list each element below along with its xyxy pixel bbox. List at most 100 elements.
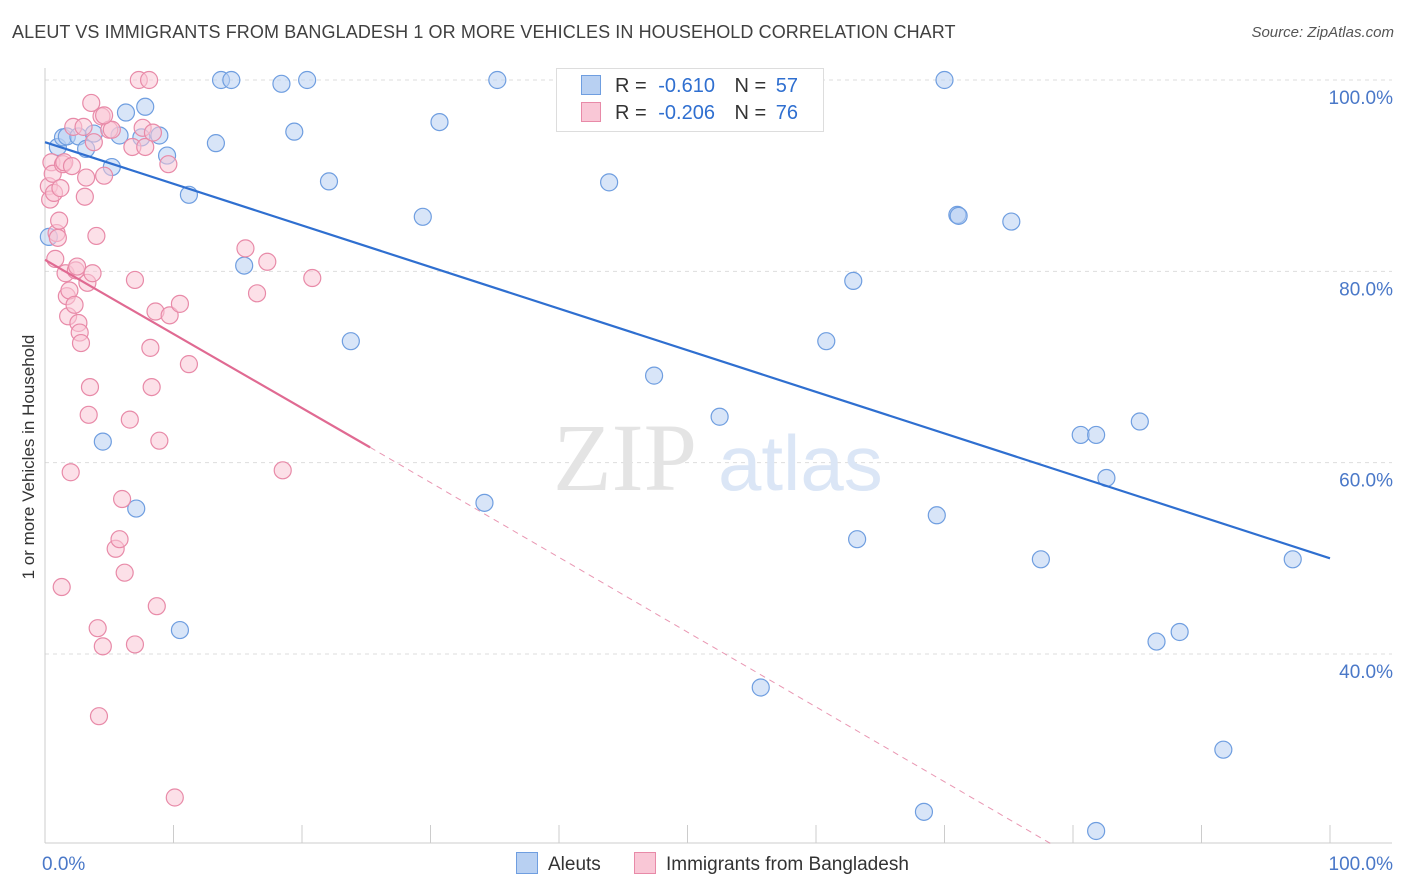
point-aleuts [1087,821,1106,841]
bottom-legend-bangladesh: Immigrants from Bangladesh [634,852,909,876]
point-bangladesh [120,410,139,429]
point-aleuts [341,332,360,351]
point-bangladesh [159,155,178,174]
point-bangladesh [236,239,255,258]
x-tick-labels: 0.0% 100.0% [42,854,1393,875]
chart-title: ALEUT VS IMMIGRANTS FROM BANGLADESH 1 OR… [12,22,956,42]
point-aleuts [222,70,241,90]
point-bangladesh [165,788,184,807]
point-bangladesh [93,637,112,656]
point-aleuts [206,134,226,153]
point-bangladesh [179,355,199,374]
point-aleuts [285,122,304,141]
chart-source: Source: ZipAtlas.com [1251,24,1394,41]
point-aleuts [319,172,339,191]
point-aleuts [935,70,954,90]
point-aleuts [298,70,317,90]
point-bangladesh [102,120,121,139]
point-bangladesh [77,168,96,187]
point-bangladesh [273,461,292,480]
point-bangladesh [141,338,160,357]
point-bangladesh [75,187,94,206]
point-bangladesh [125,270,145,290]
point-aleuts [413,207,432,226]
bottom-legend-label-bangladesh: Immigrants from Bangladesh [666,854,909,875]
y-axis-label: 1 or more Vehicles in Household [19,335,38,580]
y-tick-labels: 100.0% 80.0% 60.0% 40.0% [1329,88,1394,683]
point-bangladesh [71,333,91,353]
point-aleuts [844,271,863,290]
point-bangladesh [142,377,161,397]
n-label: N = [734,102,767,124]
point-aleuts [1170,622,1189,642]
point-bangladesh [88,619,107,638]
point-aleuts [927,506,946,525]
grid-lines [45,79,1392,655]
point-bangladesh [62,157,82,176]
point-bangladesh [136,137,155,157]
point-aleuts [848,530,867,549]
legend-row-bangladesh: R = -0.206 N = 76 [581,102,798,128]
point-aleuts [1071,425,1090,445]
point-aleuts [1147,632,1166,651]
point-bangladesh [143,123,163,142]
point-bangladesh [84,133,103,152]
point-aleuts [914,802,934,821]
point-bangladesh [115,563,134,582]
point-bangladesh [50,211,69,230]
x-tick-label: 0.0% [42,854,85,875]
axes [44,68,1392,844]
legend-swatch-aleuts [581,75,601,95]
trend-line-bangladesh [44,258,371,449]
watermark: ZIP atlas [553,404,883,511]
point-bangladesh [83,264,102,283]
point-bangladesh [160,306,179,325]
trend-line-aleuts [44,141,1331,560]
r-value-aleuts: -0.610 [658,75,715,97]
bottom-legend-aleuts: Aleuts [516,852,601,876]
watermark-zip: ZIP [553,404,697,511]
point-aleuts [949,206,968,225]
point-aleuts [430,112,449,132]
point-bangladesh [51,179,70,198]
point-aleuts [1283,550,1302,569]
r-label: R = [615,75,647,97]
point-bangladesh [95,106,114,125]
point-aleuts [1214,740,1233,759]
point-aleuts [235,256,254,275]
point-bangladesh [112,489,132,509]
r-value-bangladesh: -0.206 [658,102,715,124]
point-aleuts [116,103,136,122]
point-bangladesh [139,70,159,90]
watermark-atlas: atlas [718,419,883,507]
point-bangladesh [147,597,166,616]
point-bangladesh [74,117,93,136]
point-aleuts [751,678,770,697]
point-aleuts [1031,550,1050,569]
y-tick-label: 60.0% [1339,471,1393,492]
point-aleuts [600,173,619,192]
point-bangladesh [150,431,169,450]
r-label: R = [615,102,647,124]
point-aleuts [1087,425,1106,445]
bottom-legend-swatch-aleuts [516,852,538,874]
point-bangladesh [65,295,84,314]
legend-row-aleuts: R = -0.610 N = 57 [581,75,798,101]
point-bangladesh [61,463,80,482]
point-bangladesh [125,635,145,654]
n-value-bangladesh: 76 [775,102,799,124]
bottom-legend-swatch-bangladesh [634,852,656,874]
point-bangladesh [170,294,190,313]
point-aleuts [93,432,112,451]
stats-legend: R = -0.610 N = 57 R = -0.206 N = 76 [556,68,824,132]
trend-lines [44,141,1331,846]
point-aleuts [817,332,836,351]
point-aleuts [488,70,507,90]
point-aleuts [644,366,664,385]
n-value-aleuts: 57 [775,75,799,97]
point-bangladesh [87,226,106,246]
y-tick-label: 80.0% [1339,279,1393,300]
bottom-legend-label-aleuts: Aleuts [548,854,601,875]
point-bangladesh [48,228,67,247]
